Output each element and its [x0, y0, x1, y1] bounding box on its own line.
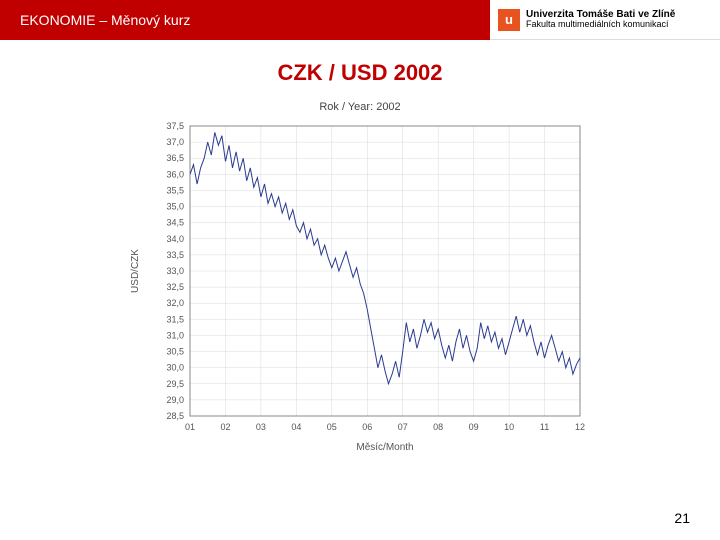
svg-text:35,5: 35,5	[166, 185, 184, 195]
svg-text:33,5: 33,5	[166, 250, 184, 260]
svg-text:32,0: 32,0	[166, 298, 184, 308]
svg-text:04: 04	[291, 422, 301, 432]
svg-text:30,5: 30,5	[166, 347, 184, 357]
university-logo-icon: u	[498, 9, 520, 31]
svg-text:29,5: 29,5	[166, 379, 184, 389]
svg-text:05: 05	[327, 422, 337, 432]
svg-text:30,0: 30,0	[166, 363, 184, 373]
svg-text:31,0: 31,0	[166, 330, 184, 340]
svg-text:34,5: 34,5	[166, 218, 184, 228]
university-text: Univerzita Tomáše Bati ve Zlíně Fakulta …	[526, 10, 675, 30]
header-left-bar: EKONOMIE – Měnový kurz	[0, 0, 490, 40]
svg-text:08: 08	[433, 422, 443, 432]
svg-text:01: 01	[185, 422, 195, 432]
header-breadcrumb: EKONOMIE – Měnový kurz	[20, 12, 190, 28]
svg-text:07: 07	[398, 422, 408, 432]
page-number: 21	[674, 510, 690, 526]
svg-text:Měsíc/Month: Měsíc/Month	[356, 442, 413, 453]
svg-text:33,0: 33,0	[166, 266, 184, 276]
svg-text:36,5: 36,5	[166, 153, 184, 163]
svg-text:12: 12	[575, 422, 585, 432]
svg-text:32,5: 32,5	[166, 282, 184, 292]
svg-text:36,0: 36,0	[166, 169, 184, 179]
svg-text:USD/CZK: USD/CZK	[130, 249, 141, 293]
faculty-name: Fakulta multimediálních komunikací	[526, 20, 675, 29]
chart-container: Rok / Year: 2002 37,5 37,0 36,5 36,0 35,5 35,0…	[0, 96, 720, 456]
slide-header: EKONOMIE – Měnový kurz u Univerzita Tomá…	[0, 0, 720, 40]
svg-text:10: 10	[504, 422, 514, 432]
svg-text:03: 03	[256, 422, 266, 432]
svg-text:06: 06	[362, 422, 372, 432]
svg-text:Rok / Year: 2002: Rok / Year: 2002	[319, 101, 400, 113]
svg-text:35,0: 35,0	[166, 202, 184, 212]
header-right-logo-area: u Univerzita Tomáše Bati ve Zlíně Fakult…	[490, 0, 720, 40]
exchange-rate-chart: Rok / Year: 2002 37,5 37,0 36,5 36,0 35,5 35,0…	[120, 96, 600, 456]
svg-text:09: 09	[469, 422, 479, 432]
svg-text:34,0: 34,0	[166, 234, 184, 244]
logo-letter: u	[505, 12, 513, 27]
svg-text:02: 02	[220, 422, 230, 432]
svg-text:29,0: 29,0	[166, 395, 184, 405]
slide-title: CZK / USD 2002	[0, 60, 720, 86]
svg-text:37,0: 37,0	[166, 137, 184, 147]
svg-text:31,5: 31,5	[166, 314, 184, 324]
svg-text:28,5: 28,5	[166, 411, 184, 421]
svg-text:11: 11	[540, 422, 549, 432]
svg-text:37,5: 37,5	[166, 121, 184, 131]
